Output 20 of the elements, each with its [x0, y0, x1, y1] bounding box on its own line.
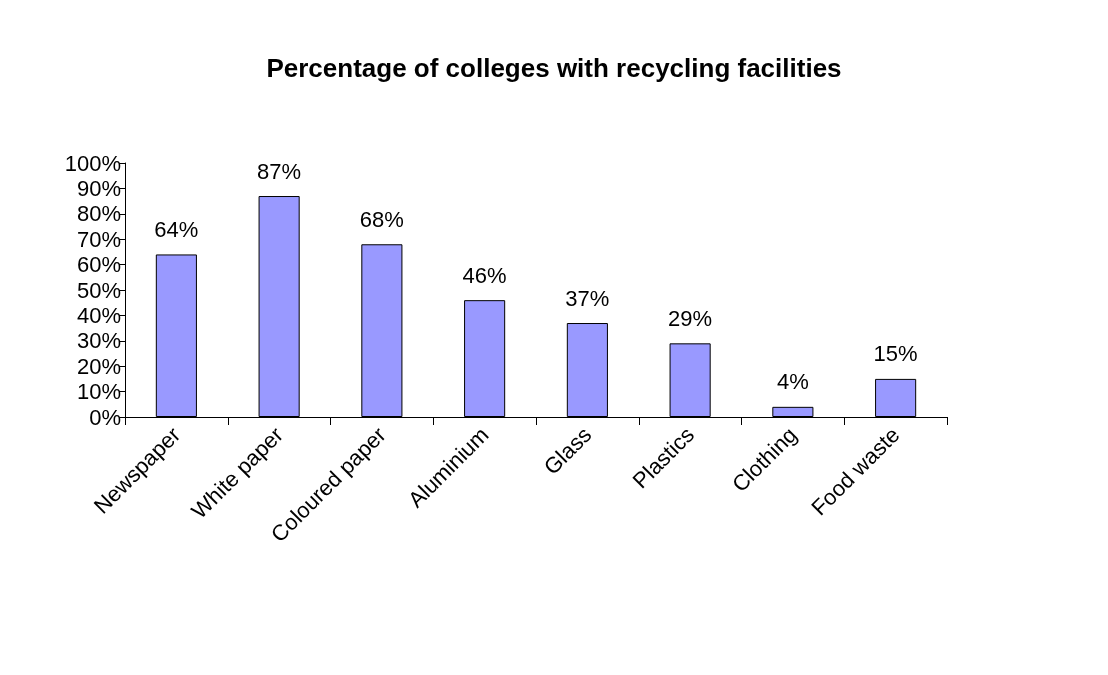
y-tick-label: 100% [64, 150, 121, 176]
data-label: 64% [154, 216, 199, 242]
data-label: 15% [873, 341, 918, 367]
data-label: 4% [776, 369, 809, 395]
y-tick-label: 40% [76, 302, 121, 328]
y-tick-label: 70% [76, 226, 121, 252]
y-tick-label: 50% [76, 277, 121, 303]
y-tick-label: 10% [76, 379, 121, 405]
data-label: 46% [462, 262, 507, 288]
y-tick-label: 0% [89, 404, 121, 430]
y-tick-label: 30% [76, 328, 121, 354]
data-label: 29% [668, 305, 713, 331]
data-label: 37% [565, 285, 610, 311]
y-tick-label: 90% [76, 175, 121, 201]
chart-title: Percentage of colleges with recycling facilities [266, 53, 842, 83]
data-label: 87% [257, 158, 302, 184]
y-tick-label: 80% [76, 201, 121, 227]
y-tick-label: 20% [76, 353, 121, 379]
y-tick-label: 60% [76, 252, 121, 278]
data-label: 68% [359, 206, 404, 232]
